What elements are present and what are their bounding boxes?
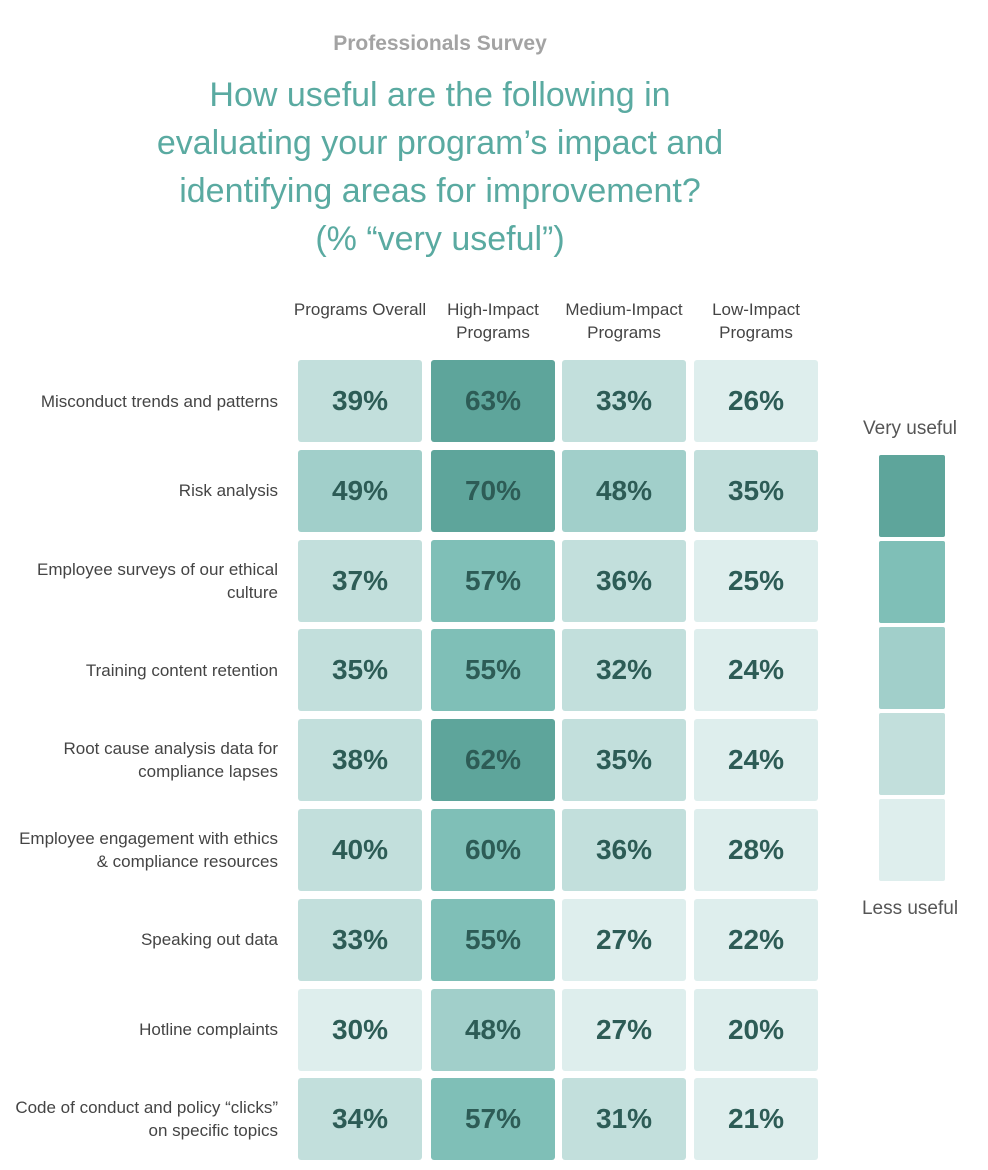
title-line: How useful are the following in (209, 76, 671, 114)
heat-cell: 21% (694, 1078, 818, 1161)
legend-swatch (879, 455, 945, 537)
cell-label: 40% (331, 834, 389, 865)
heat-cell: 24% (694, 719, 818, 802)
cell-label: 33% (331, 923, 389, 955)
heat-cell: 28% (694, 809, 818, 891)
cell-label: 36% (595, 564, 653, 596)
row-label: Speaking out data (140, 930, 278, 950)
heat-cell: 34% (298, 1078, 422, 1161)
heat-cell: 60% (431, 809, 555, 891)
cell-label: 35% (595, 744, 653, 776)
cell-label: 57% (464, 1103, 522, 1135)
heat-cell: 25% (694, 539, 818, 622)
heat-cell: 38% (298, 719, 422, 802)
cell-label: 60% (464, 834, 522, 865)
heat-cell: 55% (431, 629, 555, 712)
cell-label: 62% (464, 744, 522, 776)
heat-cell: 26% (694, 360, 818, 442)
cell-label: 26% (727, 385, 785, 416)
cell-label: 27% (595, 923, 653, 955)
legend-bottom-label: Less useful (861, 898, 959, 919)
heat-cell: 70% (431, 449, 555, 532)
cell-label: 22% (727, 923, 785, 955)
heat-cell: 35% (562, 719, 686, 802)
cell-label: 24% (727, 744, 785, 776)
cell-label: 34% (331, 1103, 389, 1135)
cell-label: 36% (595, 834, 653, 865)
title-line: (% “very useful”) (315, 220, 565, 258)
heat-cell: 32% (562, 629, 686, 712)
heat-cell: 35% (694, 449, 818, 532)
heat-cell: 48% (431, 988, 555, 1071)
heat-cell: 31% (562, 1078, 686, 1161)
row-label: Code of conduct and policy “clicks” on s… (15, 1098, 278, 1141)
cell-label: 70% (464, 474, 522, 506)
legend-swatch (879, 627, 945, 709)
cell-label: 55% (464, 923, 522, 955)
heat-cell: 33% (298, 898, 422, 981)
heat-cell: 30% (298, 988, 422, 1071)
cell-label: 48% (595, 474, 653, 506)
column-header: Medium-Impact Programs (565, 300, 683, 342)
cell-label: 28% (727, 834, 785, 865)
cell-label: 20% (727, 1013, 785, 1045)
cell-label: 39% (331, 385, 389, 416)
heat-cell: 20% (694, 988, 818, 1071)
cell-label: 35% (331, 654, 389, 686)
heat-cell: 36% (562, 539, 686, 622)
heat-cell: 37% (298, 539, 422, 622)
heat-cell: 63% (431, 360, 555, 442)
row-label: Training content retention (85, 660, 278, 680)
heat-cell: 62% (431, 719, 555, 802)
heat-cell: 35% (298, 629, 422, 712)
column-header: High-Impact Programs (447, 300, 539, 342)
heat-cell: 33% (562, 360, 686, 442)
cell-label: 30% (331, 1013, 389, 1045)
row-label: Employee engagement with ethics & compli… (19, 829, 278, 871)
cell-label: 38% (331, 744, 389, 776)
title-line: identifying areas for improvement? (179, 172, 701, 210)
cell-label: 57% (464, 564, 522, 596)
heat-cell: 57% (431, 1078, 555, 1161)
heat-cell: 27% (562, 898, 686, 981)
cell-label: 63% (464, 385, 522, 416)
cell-label: 27% (595, 1013, 653, 1045)
heat-cell: 27% (562, 988, 686, 1071)
row-label: Employee surveys of our ethical culture (37, 559, 278, 602)
legend-swatch (879, 541, 945, 623)
heat-cell: 39% (298, 360, 422, 442)
cell-label: 25% (727, 564, 785, 596)
row-label: Hotline complaints (139, 1020, 278, 1040)
cell-label: 32% (595, 654, 653, 686)
heat-cell: 57% (431, 539, 555, 622)
cell-label: 21% (727, 1103, 785, 1135)
cell-label: 48% (464, 1013, 522, 1045)
heat-cell: 49% (298, 449, 422, 532)
heat-cell: 48% (562, 449, 686, 532)
legend-top-label: Very useful (863, 418, 957, 439)
cell-label: 37% (331, 564, 389, 596)
cell-label: 49% (331, 474, 389, 506)
legend-swatch (879, 799, 945, 881)
cell-label: 31% (595, 1103, 653, 1135)
cell-label: 24% (727, 654, 785, 686)
legend-swatch (879, 713, 945, 795)
heat-cell: 40% (298, 809, 422, 891)
heat-cell: 36% (562, 809, 686, 891)
cell-label: 33% (595, 385, 653, 416)
column-header: Low-Impact Programs (712, 300, 800, 342)
heat-cell: 24% (694, 629, 818, 712)
row-label: Misconduct trends and patterns (40, 391, 278, 411)
cell-label: 35% (727, 474, 785, 506)
cell-label: 55% (464, 654, 522, 686)
heat-cell: 22% (694, 898, 818, 981)
title-line: evaluating your program’s impact and (156, 124, 724, 162)
supertitle: Professionals Survey (333, 32, 547, 55)
row-label: Root cause analysis data for compliance … (63, 739, 278, 782)
heat-cell: 55% (431, 898, 555, 981)
column-header: Programs Overall (293, 300, 427, 319)
row-label: Risk analysis (178, 481, 278, 501)
